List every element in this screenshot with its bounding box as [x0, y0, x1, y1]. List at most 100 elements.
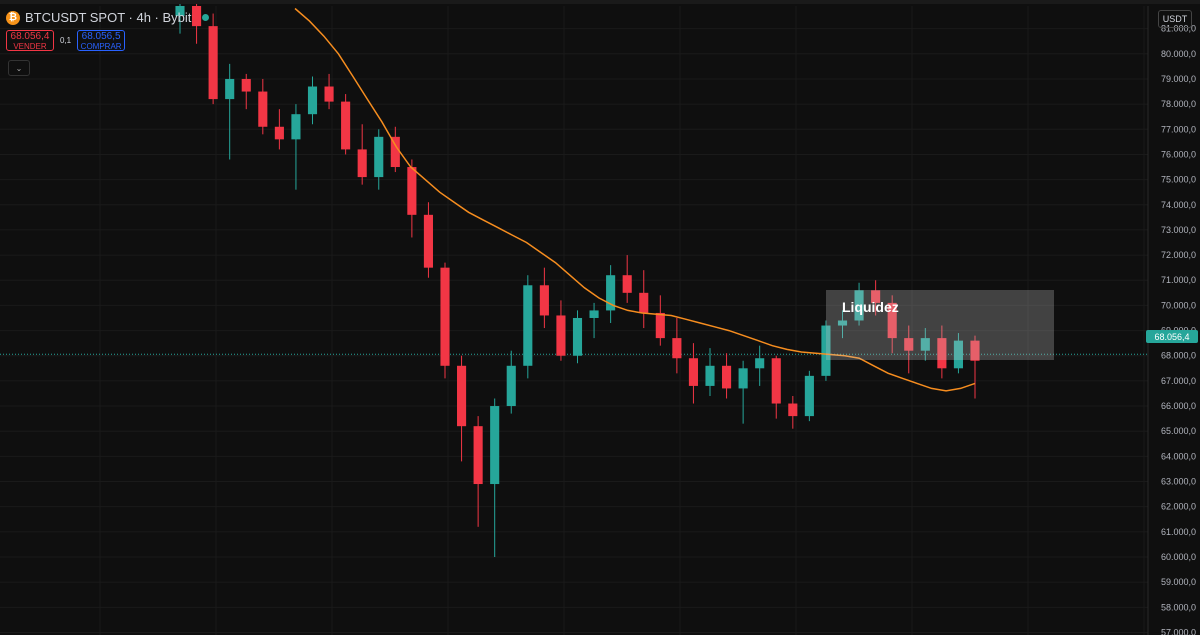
candle-body: [804, 375, 814, 417]
candle-body: [258, 91, 268, 127]
candle[interactable]: [871, 280, 881, 316]
candle[interactable]: [788, 395, 798, 429]
y-tick-label: 60.000,0: [1161, 552, 1196, 562]
candle[interactable]: [341, 94, 351, 155]
candle[interactable]: [407, 159, 417, 238]
candle[interactable]: [606, 265, 616, 324]
candle-body: [937, 338, 947, 369]
candle-body: [589, 310, 599, 318]
candle-body: [324, 86, 334, 102]
candle-body: [705, 365, 715, 386]
candle-body: [307, 86, 318, 115]
candle-body: [837, 320, 848, 326]
candle[interactable]: [457, 355, 467, 462]
candle-body: [490, 406, 500, 485]
candle[interactable]: [490, 398, 500, 558]
candle[interactable]: [904, 325, 914, 374]
sell-price: 68.056,4: [10, 31, 50, 42]
candle[interactable]: [506, 350, 516, 414]
candle-body: [920, 338, 930, 351]
candle[interactable]: [705, 348, 715, 396]
candle[interactable]: [655, 295, 665, 346]
candle[interactable]: [953, 333, 963, 374]
candle[interactable]: [837, 310, 848, 339]
y-tick-label: 57.000,0: [1161, 627, 1196, 635]
candle[interactable]: [920, 328, 930, 361]
candle[interactable]: [622, 255, 632, 303]
y-tick-label: 77.000,0: [1161, 124, 1196, 134]
currency-selector[interactable]: USDT: [1158, 10, 1192, 28]
candle[interactable]: [771, 355, 781, 419]
candle[interactable]: [755, 345, 765, 386]
y-tick-label: 78.000,0: [1161, 99, 1196, 109]
candle[interactable]: [672, 317, 682, 374]
candle[interactable]: [192, 3, 202, 44]
grid: [0, 6, 1148, 635]
candle[interactable]: [589, 302, 599, 339]
y-tick-label: 61.000,0: [1161, 527, 1196, 537]
y-tick-label: 64.000,0: [1161, 451, 1196, 461]
candle-body: [606, 275, 616, 311]
candle[interactable]: [225, 63, 235, 160]
candle[interactable]: [937, 325, 947, 379]
y-tick-label: 72.000,0: [1161, 250, 1196, 260]
candle[interactable]: [556, 300, 566, 361]
candle[interactable]: [440, 262, 450, 379]
candle-body: [655, 312, 665, 339]
y-tick-label: 63.000,0: [1161, 477, 1196, 487]
candle[interactable]: [357, 124, 367, 185]
candle[interactable]: [390, 126, 400, 173]
candle[interactable]: [324, 73, 334, 110]
sell-button[interactable]: 68.056,4 VENDER: [6, 30, 54, 51]
y-tick-label: 74.000,0: [1161, 200, 1196, 210]
candle[interactable]: [887, 295, 897, 354]
candle[interactable]: [241, 73, 251, 110]
candle-body: [423, 214, 433, 268]
y-tick-label: 73.000,0: [1161, 225, 1196, 235]
y-tick-label: 79.000,0: [1161, 74, 1196, 84]
sell-label: VENDER: [13, 42, 47, 51]
y-tick-label: 66.000,0: [1161, 401, 1196, 411]
candle-body: [688, 358, 698, 386]
candle[interactable]: [208, 13, 218, 105]
collapse-legend-button[interactable]: ⌄: [8, 60, 30, 76]
candle-body: [539, 285, 549, 316]
y-tick-label: 67.000,0: [1161, 376, 1196, 386]
y-tick-label: 58.000,0: [1161, 602, 1196, 612]
candle-body: [639, 292, 649, 313]
y-tick-label: 59.000,0: [1161, 577, 1196, 587]
candle[interactable]: [523, 275, 533, 379]
candle[interactable]: [854, 282, 864, 326]
candle[interactable]: [804, 370, 814, 422]
candle[interactable]: [258, 78, 268, 135]
y-tick-label: 62.000,0: [1161, 502, 1196, 512]
candle[interactable]: [970, 335, 980, 399]
currency-label: USDT: [1162, 14, 1188, 24]
candle[interactable]: [291, 104, 301, 190]
current-price-tag: 68.056,4: [1146, 330, 1198, 343]
candle[interactable]: [539, 267, 549, 329]
candle[interactable]: [821, 320, 831, 381]
candle[interactable]: [722, 353, 732, 399]
buy-button[interactable]: 68.056,5 COMPRAR: [77, 30, 126, 51]
candle[interactable]: [274, 109, 284, 150]
candle-body: [407, 167, 417, 215]
candle[interactable]: [639, 270, 649, 329]
liquidity-zone[interactable]: Liquidez: [826, 290, 1054, 360]
buy-price: 68.056,5: [81, 31, 121, 42]
candle[interactable]: [688, 343, 698, 404]
candle-body: [572, 317, 583, 356]
candle[interactable]: [175, 0, 185, 34]
candle[interactable]: [374, 129, 384, 190]
candle-body: [970, 340, 980, 361]
y-tick-label: 65.000,0: [1161, 426, 1196, 436]
symbol-title[interactable]: BTCUSDT SPOT · 4h · Bybit: [25, 10, 192, 25]
candle[interactable]: [572, 310, 583, 364]
candle[interactable]: [738, 360, 748, 424]
candle[interactable]: [307, 76, 318, 125]
y-tick-label: 68.000,0: [1161, 351, 1196, 361]
candle[interactable]: [423, 202, 433, 278]
candle[interactable]: [473, 416, 483, 527]
candle-body: [523, 285, 533, 366]
